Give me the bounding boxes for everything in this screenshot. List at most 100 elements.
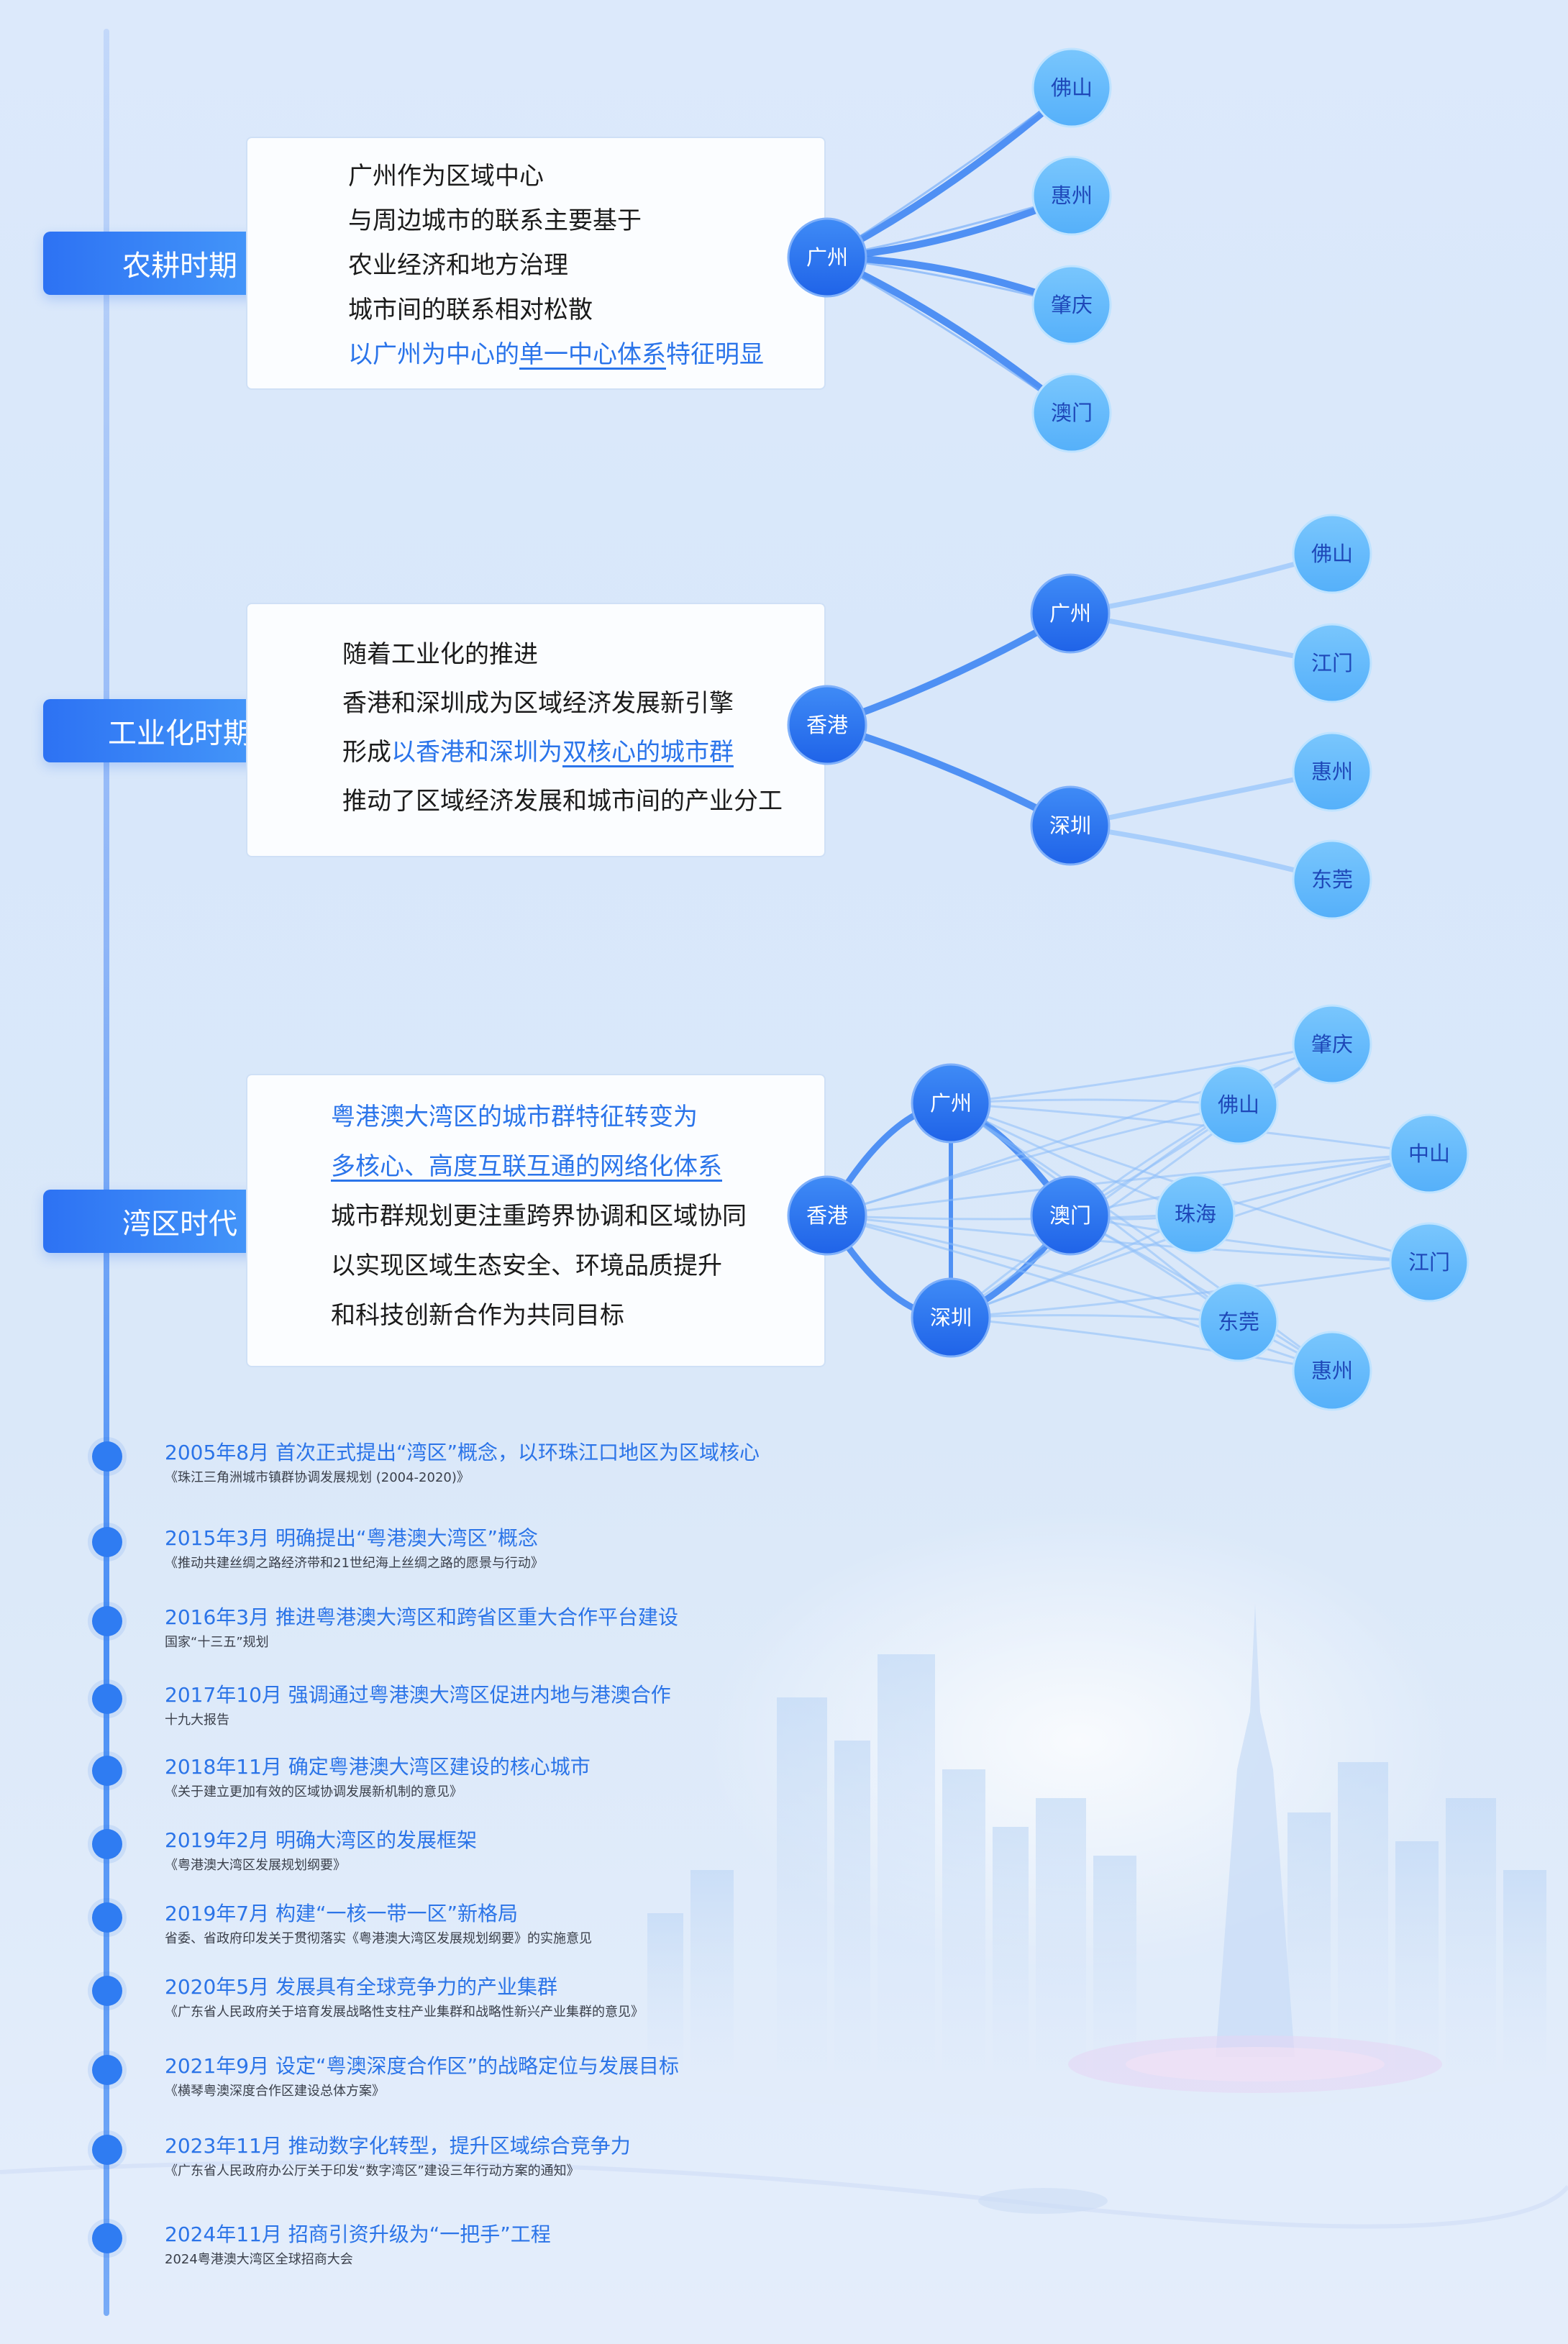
- era-card-bay: 粤港澳大湾区的城市群特征转变为 多核心、高度互联互通的网络化体系城市群规划更注重跨…: [246, 1074, 826, 1367]
- timeline-dot: [92, 1829, 122, 1859]
- timeline-dot: [92, 1606, 122, 1636]
- city-node-circle: [1031, 155, 1112, 236]
- timeline-title: 2023年11月 推动数字化转型，提升区域综合竞争力: [165, 2134, 631, 2158]
- body-text: 随着工业化的推进: [342, 640, 538, 669]
- city-node: 肇庆: [1292, 1004, 1372, 1085]
- timeline-source: 《关于建立更加有效的区域协调发展新机制的意见》: [165, 1784, 462, 1800]
- timeline-dot: [92, 1527, 122, 1557]
- network-edge: [1067, 551, 1335, 616]
- era-card-line: 以广州为中心的单一中心体系特征明显: [348, 332, 824, 377]
- era-card-agrarian: 广州作为区域中心 与周边城市的联系主要基于 农业经济和地方治理 城市间的联系相对松散以…: [246, 137, 826, 390]
- city-node-circle: [1389, 1222, 1469, 1303]
- highlight-text: 多核心、高度互联互通的网络化体系: [331, 1152, 722, 1181]
- network-edge: [1067, 769, 1335, 829]
- era-card-line: 香港和深圳成为区域经济发展新引擎: [342, 679, 824, 728]
- timeline-title: 2015年3月 明确提出“粤港澳大湾区”概念: [165, 1526, 538, 1550]
- highlight-text: 粤港澳大湾区的城市群特征转变为: [331, 1103, 698, 1131]
- city-node-circle: [1389, 1113, 1469, 1194]
- city-node: 佛山: [1031, 47, 1112, 128]
- network-edge: [824, 254, 1075, 416]
- timeline-dot: [92, 2223, 122, 2253]
- city-node-circle: [787, 685, 867, 765]
- city-node-circle: [1292, 623, 1372, 703]
- city-node-circle: [1031, 265, 1112, 345]
- city-node-circle: [1030, 785, 1111, 866]
- body-text: 香港和深圳成为区域经济发展新引擎: [342, 689, 734, 718]
- timeline-title: 2019年2月 明确大湾区的发展框架: [165, 1828, 477, 1852]
- highlight-text: 以广州为中心的: [348, 340, 519, 369]
- network-edge: [826, 1152, 1431, 1217]
- network-edge: [826, 86, 1073, 259]
- network-edge: [1069, 1214, 1431, 1264]
- city-node: 香港: [787, 1175, 867, 1256]
- body-text: 以实现区域生态安全、环境品质提升: [331, 1251, 722, 1280]
- city-node: 东莞: [1198, 1282, 1279, 1362]
- city-node: 澳门: [1030, 1175, 1111, 1256]
- city-node: 江门: [1292, 623, 1372, 703]
- timeline-dot: [92, 2135, 122, 2165]
- city-node-label: 肇庆: [1311, 1032, 1353, 1057]
- city-node-label: 广州: [806, 245, 848, 270]
- city-node: 东莞: [1292, 839, 1372, 920]
- timeline-source: 2024粤港澳大湾区全球招商大会: [165, 2252, 353, 2267]
- city-node-label: 珠海: [1175, 1202, 1216, 1226]
- highlight-text: 单一中心体系: [519, 340, 666, 369]
- era-card-industrial: 随着工业化的推进 香港和深圳成为区域经济发展新引擎 形成以香港和深圳为双核心的城市群…: [246, 603, 826, 857]
- timeline-source: 《推动共建丝绸之路经济带和21世纪海上丝绸之路的愿景与行动》: [165, 1556, 544, 1571]
- city-node-circle: [1292, 514, 1372, 594]
- timeline-dot: [92, 2055, 122, 2085]
- timeline-source: 《珠江三角洲城市镇群协调发展规划 (2004-2020)》: [165, 1470, 470, 1485]
- body-text: 推动了区域经济发展和城市间的产业分工: [342, 787, 783, 816]
- city-node-label: 广州: [1049, 601, 1091, 626]
- highlight-text: 以香港和深圳为: [391, 738, 562, 767]
- city-node-label: 澳门: [1049, 1203, 1091, 1228]
- timeline-title: 2005年8月 首次正式提出“湾区”概念，以环珠江口地区为区域核心: [165, 1441, 760, 1464]
- network-edge: [1067, 823, 1335, 883]
- timeline-source: 国家“十三五”规划: [165, 1635, 269, 1650]
- city-node-circle: [787, 1175, 867, 1256]
- city-node-circle: [1292, 731, 1372, 812]
- body-text: 城市间的联系相对松散: [348, 296, 593, 324]
- city-network-diagrams: 广州佛山惠州肇庆澳门香港广州深圳佛山江门惠州东莞广州香港深圳澳门佛山珠海东莞肇庆…: [787, 47, 1469, 1411]
- timeline-title: 2024年11月 招商引资升级为“一把手”工程: [165, 2222, 551, 2246]
- city-node: 深圳: [1030, 785, 1111, 866]
- city-node-label: 肇庆: [1051, 293, 1093, 317]
- city-node-label: 佛山: [1051, 76, 1093, 100]
- timeline-dot: [92, 1902, 122, 1933]
- city-node-circle: [1030, 1175, 1111, 1256]
- era-card-line: 推动了区域经济发展和城市间的产业分工: [342, 777, 824, 826]
- timeline-title: 2018年11月 确定粤港澳大湾区建设的核心城市: [165, 1755, 591, 1779]
- city-node-label: 香港: [806, 1203, 848, 1228]
- era-card-line: 城市间的联系相对松散: [348, 288, 824, 332]
- city-node: 惠州: [1292, 731, 1372, 812]
- timeline-dot: [92, 1976, 122, 2006]
- timeline-source: 《粤港澳大湾区发展规划纲要》: [165, 1858, 346, 1873]
- highlight-text: 特征明显: [666, 340, 764, 369]
- timeline-dot: [92, 1441, 122, 1472]
- city-node-circle: [1155, 1174, 1236, 1254]
- network-edge: [826, 1213, 1197, 1221]
- network-edge: [1069, 1043, 1334, 1217]
- city-node: 江门: [1389, 1222, 1469, 1303]
- city-node-label: 江门: [1408, 1250, 1450, 1274]
- timeline-source: 省委、省政府印发关于贯彻落实《粤港澳大湾区发展规划纲要》的实施意见: [165, 1931, 592, 1946]
- city-node-label: 香港: [806, 713, 848, 737]
- timeline-spine: [104, 29, 109, 2316]
- city-node-circle: [1198, 1064, 1279, 1145]
- network-edge: [824, 610, 1074, 729]
- era-card-line: 随着工业化的推进: [342, 630, 824, 679]
- timeline-title: 2019年7月 构建“一核一带一区”新格局: [165, 1902, 518, 1925]
- timeline-dot: [92, 1756, 122, 1786]
- era-card-line: 城市群规划更注重跨界协调和区域协同: [331, 1192, 824, 1241]
- era-card-line: 与周边城市的联系主要基于: [348, 199, 824, 243]
- timeline-source: 《广东省人民政府关于培育发展战略性支柱产业集群和战略性新兴产业集群的意见》: [165, 2005, 644, 2020]
- city-node: 珠海: [1155, 1174, 1236, 1254]
- city-node: 广州: [787, 217, 867, 298]
- network-edge: [949, 1316, 1334, 1372]
- city-node-label: 惠州: [1311, 1359, 1353, 1383]
- network-edge: [949, 1102, 1431, 1155]
- era-card-line: 广州作为区域中心: [348, 154, 824, 199]
- body-text: 形成: [342, 738, 391, 767]
- city-node-circle: [1292, 1331, 1372, 1411]
- city-node-label: 江门: [1311, 651, 1353, 675]
